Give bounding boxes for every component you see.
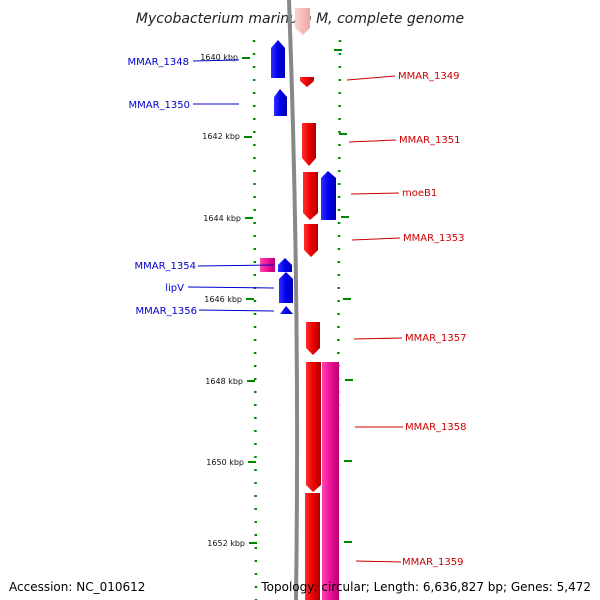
gene-label-MMAR_1351[interactable]: MMAR_1351 [399,135,461,146]
left-leader-lines [187,59,275,312]
gene-MMAR_1352[interactable] [303,172,318,220]
gene-MMAR_1350[interactable] [274,89,287,116]
kbp-tick-label: 1644 kbp [203,214,241,223]
left-gene-labels: MMAR_1348 MMAR_1350 MMAR_1354 lipV MMAR_… [128,57,198,317]
gene-label-MMAR_1353[interactable]: MMAR_1353 [403,233,465,244]
gene-label-MMAR_1357[interactable]: MMAR_1357 [405,333,467,344]
topology-text: Topology: circular; Length: 6,636,827 bp… [261,580,591,594]
gene-lipV[interactable] [279,272,293,303]
right-leader-lines [346,75,403,563]
gene-label-MMAR_1359[interactable]: MMAR_1359 [402,557,464,568]
gene-MMAR_1356[interactable] [280,306,293,314]
gene-MMAR_1358[interactable] [306,362,321,492]
accession-text: Accession: NC_010612 [9,580,146,594]
gene-MMAR_1358-continued[interactable] [305,493,320,600]
faded-gene[interactable] [295,8,310,35]
genome-backbone [287,0,300,600]
kbp-scale: 1640 kbp 1642 kbp 1644 kbp 1646 kbp 1648… [200,53,257,548]
gene-label-lipV[interactable]: lipV [165,283,184,294]
kbp-tick-label: 1650 kbp [206,458,244,467]
gene-MMAR_1351[interactable] [302,123,316,166]
kbp-tick-label: 1640 kbp [200,53,238,62]
gene-MMAR_1355[interactable] [278,258,292,272]
gene-label-MMAR_1358[interactable]: MMAR_1358 [405,422,467,433]
right-track-ticks [334,49,353,543]
gene-MMAR_1349[interactable] [300,77,314,87]
gene-moeB1[interactable] [321,171,336,220]
kbp-tick-label: 1642 kbp [202,132,240,141]
kbp-tick-label: 1652 kbp [207,539,245,548]
gene-MMAR_1353[interactable] [304,224,318,257]
gene-label-moeB1[interactable]: moeB1 [402,188,437,199]
gene-MMAR_1357[interactable] [306,322,320,355]
gene-label-MMAR_1349[interactable]: MMAR_1349 [398,71,460,82]
gene-label-MMAR_1356[interactable]: MMAR_1356 [136,306,198,317]
kbp-tick-label: 1648 kbp [205,377,243,386]
gene-MMAR_1359[interactable] [322,362,339,600]
kbp-tick-label: 1646 kbp [204,295,242,304]
gene-MMAR_1348[interactable] [271,40,285,78]
gene-label-MMAR_1350[interactable]: MMAR_1350 [129,100,191,111]
right-gene-labels: MMAR_1349 MMAR_1351 moeB1 MMAR_1353 MMAR… [398,71,467,568]
gene-label-MMAR_1348[interactable]: MMAR_1348 [128,57,190,68]
gene-label-MMAR_1354[interactable]: MMAR_1354 [135,261,197,272]
